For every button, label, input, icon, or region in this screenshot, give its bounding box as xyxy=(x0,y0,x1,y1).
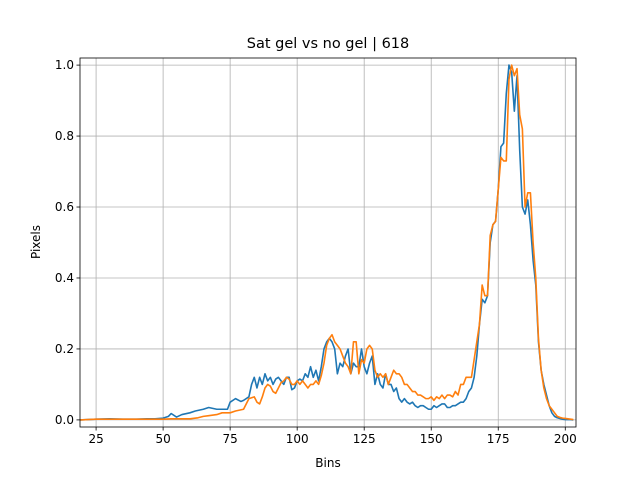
series-line-1 xyxy=(80,64,574,421)
x-tick-label: 50 xyxy=(155,432,170,446)
x-tick-label: 125 xyxy=(353,432,376,446)
y-tick-label: 0.6 xyxy=(55,200,74,214)
y-tick-label: 0.8 xyxy=(55,129,74,143)
y-tick-label: 0.0 xyxy=(55,413,74,427)
y-tick-label: 0.4 xyxy=(55,271,74,285)
series-line-2 xyxy=(80,64,574,421)
x-tick-label: 100 xyxy=(286,432,309,446)
chart-title: Sat gel vs no gel | 618 xyxy=(247,36,410,52)
x-tick-label: 75 xyxy=(222,432,237,446)
series-lines xyxy=(80,64,574,421)
y-axis-label: Pixels xyxy=(29,225,43,259)
axis-ticks: 25 50 75 100 125 150 175 200 0.0 0.2 0.4 0.6 0.8 1.0 xyxy=(55,58,577,446)
y-tick-label: 0.2 xyxy=(55,342,74,356)
x-axis-label: Bins xyxy=(315,456,340,470)
plot-frame xyxy=(79,57,577,428)
y-tick-label: 1.0 xyxy=(55,58,74,72)
x-tick-label: 150 xyxy=(420,432,443,446)
x-tick-label: 200 xyxy=(554,432,577,446)
x-tick-label: 25 xyxy=(88,432,103,446)
x-tick-label: 175 xyxy=(487,432,510,446)
